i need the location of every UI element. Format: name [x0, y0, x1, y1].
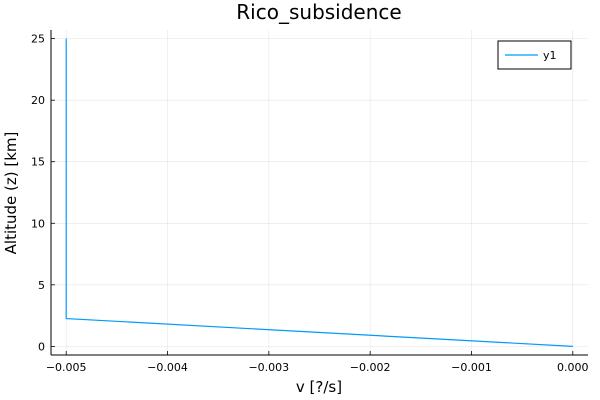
x-tick-label: −0.004: [147, 361, 188, 374]
tick-labels: −0.005 −0.004 −0.003 −0.002 −0.001 0.000 0 5 10 1…: [31, 33, 589, 374]
y-tick-label: 5: [38, 279, 45, 292]
y-tick-label: 25: [31, 33, 45, 46]
series-layer: [65, 38, 573, 347]
grid-lines: [51, 30, 588, 355]
legend: y1: [497, 40, 572, 70]
legend-label-y1: y1: [543, 49, 557, 62]
x-tick-label: 0.000: [557, 361, 589, 374]
y-axis-label: Altitude (z) [km]: [2, 132, 20, 255]
chart-title: Rico_subsidence: [236, 0, 401, 24]
x-tick-label: −0.002: [350, 361, 391, 374]
x-tick-label: −0.001: [451, 361, 492, 374]
series-line-y1: [65, 38, 573, 347]
y-tick-label: 20: [31, 94, 45, 107]
x-tick-label: −0.005: [46, 361, 87, 374]
y-tick-label: 10: [31, 217, 45, 230]
y-tick-label: 0: [38, 340, 45, 353]
x-tick-label: −0.003: [248, 361, 289, 374]
x-axis-label: v [?/s]: [296, 378, 342, 396]
axes: [50, 30, 588, 356]
y-tick-label: 15: [31, 156, 45, 169]
